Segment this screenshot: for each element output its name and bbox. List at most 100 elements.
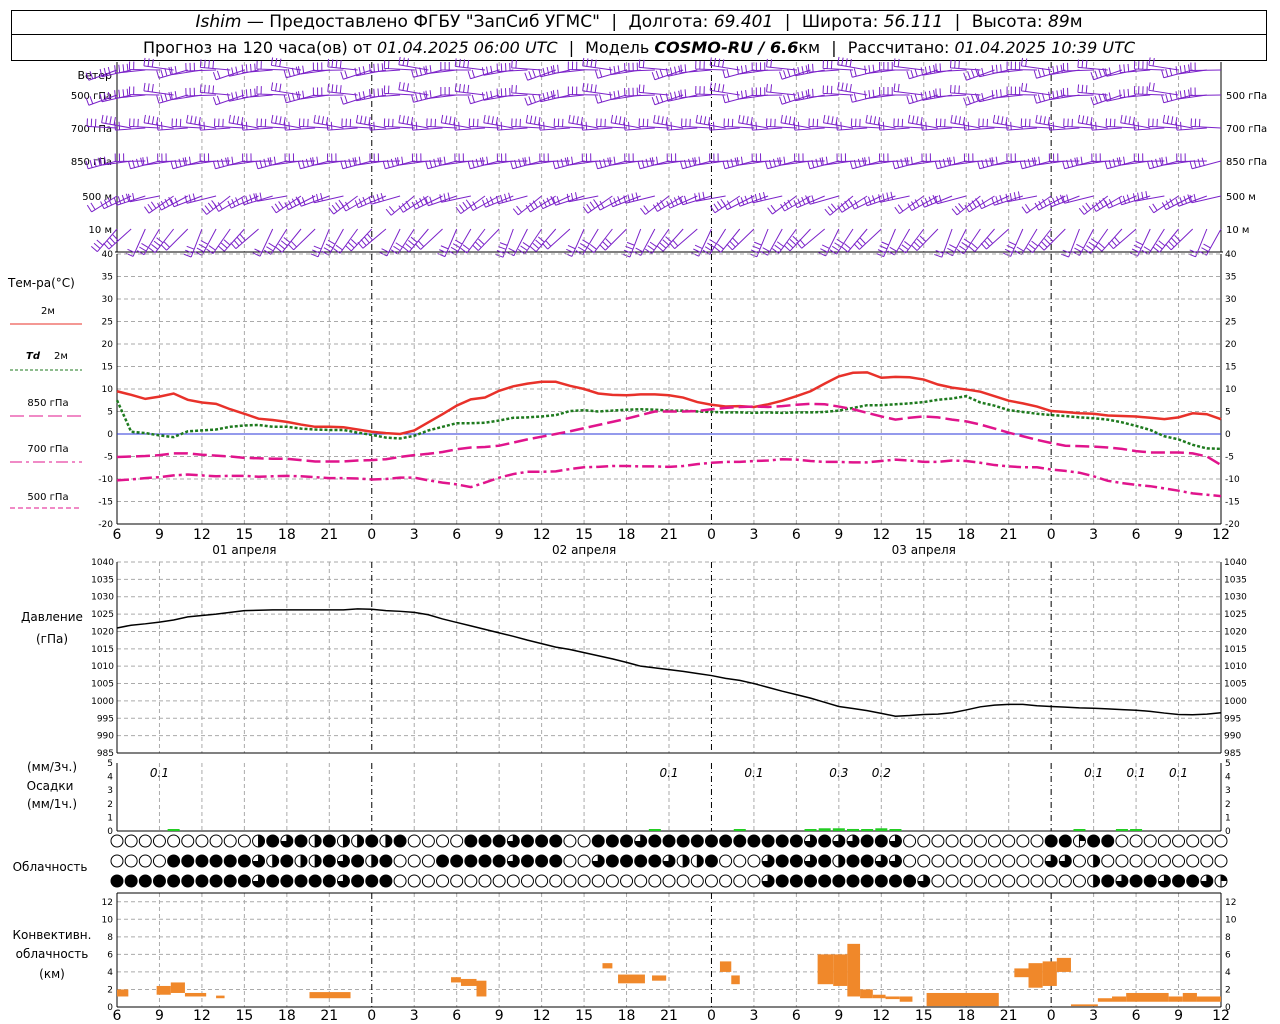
temp-xtick: 6 [113,527,122,543]
cloud-symbol [450,834,464,848]
wind-barb [270,82,302,96]
wind-barb [736,195,769,207]
cloud-symbol [719,854,733,868]
cloud-symbol [181,834,195,848]
cloud-symbol [195,854,209,868]
conv-ytick-left: 10 [102,915,114,925]
wind-barb [1148,82,1179,96]
cloud-symbol [1058,854,1072,868]
wind-barb [1190,118,1222,129]
wind-barb [1133,85,1165,96]
cloud-symbol [535,834,549,848]
cloud-symbol [379,854,393,868]
prec-ytick-left: 5 [107,759,113,769]
wind-barb [887,228,911,256]
conv-bar [652,975,667,981]
wind-barb [638,59,670,71]
cloud-symbol [1087,874,1101,888]
cloud-symbol [818,854,832,868]
cloud-symbol [393,854,407,868]
temp-ytick-right: -15 [1225,498,1240,508]
pres-ytick-right: 1020 [1224,627,1247,637]
wind-barb [644,228,670,254]
conv-bar [184,992,207,997]
wind-barb [878,191,910,203]
wind-barb [143,114,174,129]
prec-ytick-left: 1 [107,813,113,823]
wind-barb [383,85,415,96]
cloud-symbol [209,854,223,868]
wind-barb [270,57,302,71]
wind-barb [750,192,783,204]
cloud-symbol [436,834,450,848]
conv-bar [476,980,487,997]
cloud-symbol [237,834,251,848]
conv-bar [1028,963,1043,988]
wind-barb [879,62,910,71]
wind-barb [695,114,726,129]
conv-xtick: 18 [278,1008,296,1024]
cloud-symbol [591,834,605,848]
wind-barb [1188,228,1208,258]
cloud-symbol [421,874,435,888]
cloud-symbol [393,874,407,888]
temp-xtick: 12 [533,527,551,543]
model-unit: км [798,38,821,57]
pres-ytick-left: 1035 [91,575,114,585]
cloud-symbol [209,834,223,848]
wind-barb [665,90,698,102]
wind-barb [355,114,387,129]
forecast-info-bar: Прогноз на 120 часа(ов) от 01.04.2025 06… [11,34,1267,61]
cloud-title: Облачность [13,860,88,874]
wind-barb [710,195,741,214]
conv-bar [1042,961,1057,986]
cloud-symbol [563,834,577,848]
prec-amount-label: 0.1 [150,766,169,780]
cloud-symbol [959,874,973,888]
wind-barb [566,192,599,203]
wind-barb [609,195,641,208]
cloud-symbol [181,854,195,868]
conv-xtick: 3 [1089,1008,1098,1024]
wind-barb [185,87,217,97]
wind-barb [212,69,245,81]
wind-barb [1133,153,1165,163]
wind-barb [992,114,1023,129]
conv-xtick: 6 [792,1008,801,1024]
wind-barb [652,195,684,212]
cloud-symbol [138,834,152,848]
conv-xtick: 6 [113,1008,122,1024]
wind-barb [666,153,698,163]
wind-barb [1091,153,1122,163]
wind-barb [454,121,486,131]
cloud-symbol [266,834,280,848]
cloud-symbol [1172,874,1186,888]
conv-xtick: 3 [749,1008,758,1024]
cloud-symbol [1016,854,1030,868]
conv-bar [1070,1004,1098,1007]
wind-barb [1148,118,1179,129]
wind-barb [977,195,1009,210]
cloud-symbol [1030,854,1044,868]
wind-barb [837,56,868,71]
cloud-symbol [209,874,223,888]
wind-barb [525,195,557,213]
cloud-symbol [152,874,166,888]
wind-barb [398,81,429,96]
cloud-symbol [365,854,379,868]
wind-barb [829,228,854,255]
wind-barb [1104,195,1137,209]
wind-barb [1035,114,1066,129]
wind-barb [128,61,160,71]
wind-barb [199,59,231,71]
conv-xtick: 0 [1047,1008,1056,1024]
wind-barb [714,228,741,253]
wind-barb [709,153,740,163]
cloud-symbol [662,834,676,848]
wind-barb [454,153,486,163]
cloud-symbol [365,874,379,888]
wind-barb [1176,153,1207,163]
cloud-symbol [549,834,563,848]
wind-barb [230,228,259,250]
